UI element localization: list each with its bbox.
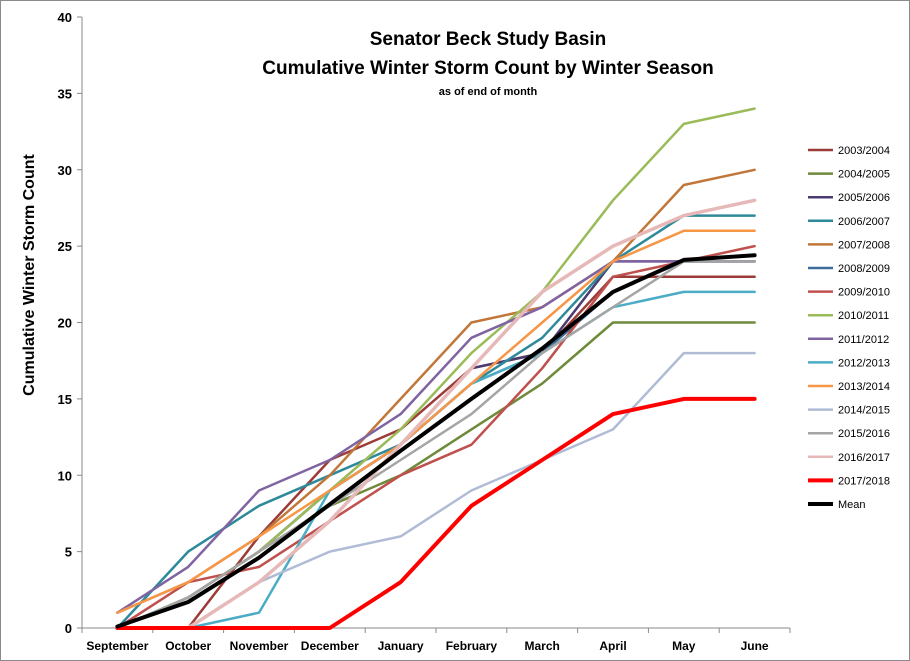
legend-entry: 2005/2006 <box>808 192 890 204</box>
legend-label: 2004/2005 <box>838 169 890 181</box>
legend-entry: 2009/2010 <box>808 287 890 299</box>
legend-label: 2013/2014 <box>838 381 890 393</box>
legend-label: 2016/2017 <box>838 452 890 464</box>
chart-subtitle: Cumulative Winter Storm Count by Winter … <box>262 58 713 79</box>
x-tick-label: October <box>165 639 211 653</box>
y-tick-label: 10 <box>58 468 72 483</box>
legend-label: 2012/2013 <box>838 357 890 369</box>
tick-labels: 0 5 10 15 20 25 30 35 40 September October November… <box>58 10 769 653</box>
series-line-2005-2006 <box>116 260 756 630</box>
legend-entry: 2003/2004 <box>808 145 890 157</box>
series-line-2015-2016 <box>116 260 756 630</box>
legend-entry: 2011/2012 <box>808 334 889 346</box>
legend-entry: 2008/2009 <box>808 263 890 275</box>
y-tick-label: 5 <box>65 545 72 560</box>
legend-entry: 2016/2017 <box>808 452 890 464</box>
legend-label: Mean <box>838 499 866 511</box>
legend-entry: 2004/2005 <box>808 169 890 181</box>
legend-label: 2010/2011 <box>838 310 889 322</box>
series-lines <box>115 107 757 630</box>
y-tick-label: 20 <box>58 316 72 331</box>
legend-entry: 2006/2007 <box>808 216 890 228</box>
series-line-2013-2014 <box>116 229 756 614</box>
x-tick-label: November <box>230 639 289 653</box>
legend-label: 2014/2015 <box>838 405 890 417</box>
legend-entry: 2012/2013 <box>808 357 890 369</box>
legend-label: 2003/2004 <box>838 145 890 157</box>
x-tick-label: September <box>86 639 148 653</box>
legend-entry: 2015/2016 <box>808 428 890 440</box>
series-line-2011-2012 <box>116 260 756 614</box>
legend-label: 2011/2012 <box>838 334 889 346</box>
legend-label: 2008/2009 <box>838 263 890 275</box>
x-tick-label: May <box>672 639 696 653</box>
legend-label: 2015/2016 <box>838 428 890 440</box>
legend-entry: 2013/2014 <box>808 381 890 393</box>
legend-entry: Mean <box>808 499 866 511</box>
x-tick-label: June <box>741 639 769 653</box>
chart-note: as of end of month <box>439 86 538 98</box>
y-axis-label: Cumulative Winter Storm Count <box>21 154 38 396</box>
series-line-2008-2009 <box>116 260 756 630</box>
legend-label: 2006/2007 <box>838 216 890 228</box>
x-tick-label: December <box>301 639 359 653</box>
x-tick-label: January <box>378 639 424 653</box>
chart-title: Senator Beck Study Basin <box>370 29 607 50</box>
legend-label: 2007/2008 <box>838 239 890 251</box>
x-tick-label: February <box>446 639 498 653</box>
y-tick-label: 40 <box>58 10 72 25</box>
x-tick-label: April <box>599 639 626 653</box>
series-line-2017-2018 <box>115 396 757 630</box>
axes <box>77 16 791 633</box>
legend-entry: 2010/2011 <box>808 310 889 322</box>
y-tick-label: 0 <box>65 621 72 636</box>
y-tick-label: 35 <box>58 86 72 101</box>
y-tick-label: 25 <box>58 239 72 254</box>
legend: 2003/2004 2004/2005 2005/2006 2006/2007 2007… <box>808 145 890 511</box>
series-line-2016-2017 <box>115 198 757 630</box>
legend-entry: 2014/2015 <box>808 405 890 417</box>
legend-entry: 2007/2008 <box>808 239 890 251</box>
x-tick-label: March <box>525 639 560 653</box>
y-tick-label: 15 <box>58 392 72 407</box>
legend-label: 2009/2010 <box>838 287 890 299</box>
legend-entry: 2017/2018 <box>808 475 890 487</box>
legend-label: 2017/2018 <box>838 475 890 487</box>
legend-label: 2005/2006 <box>838 192 890 204</box>
series-line-2010-2011 <box>116 107 756 630</box>
series-line-mean <box>115 253 757 629</box>
y-tick-label: 30 <box>58 163 72 178</box>
